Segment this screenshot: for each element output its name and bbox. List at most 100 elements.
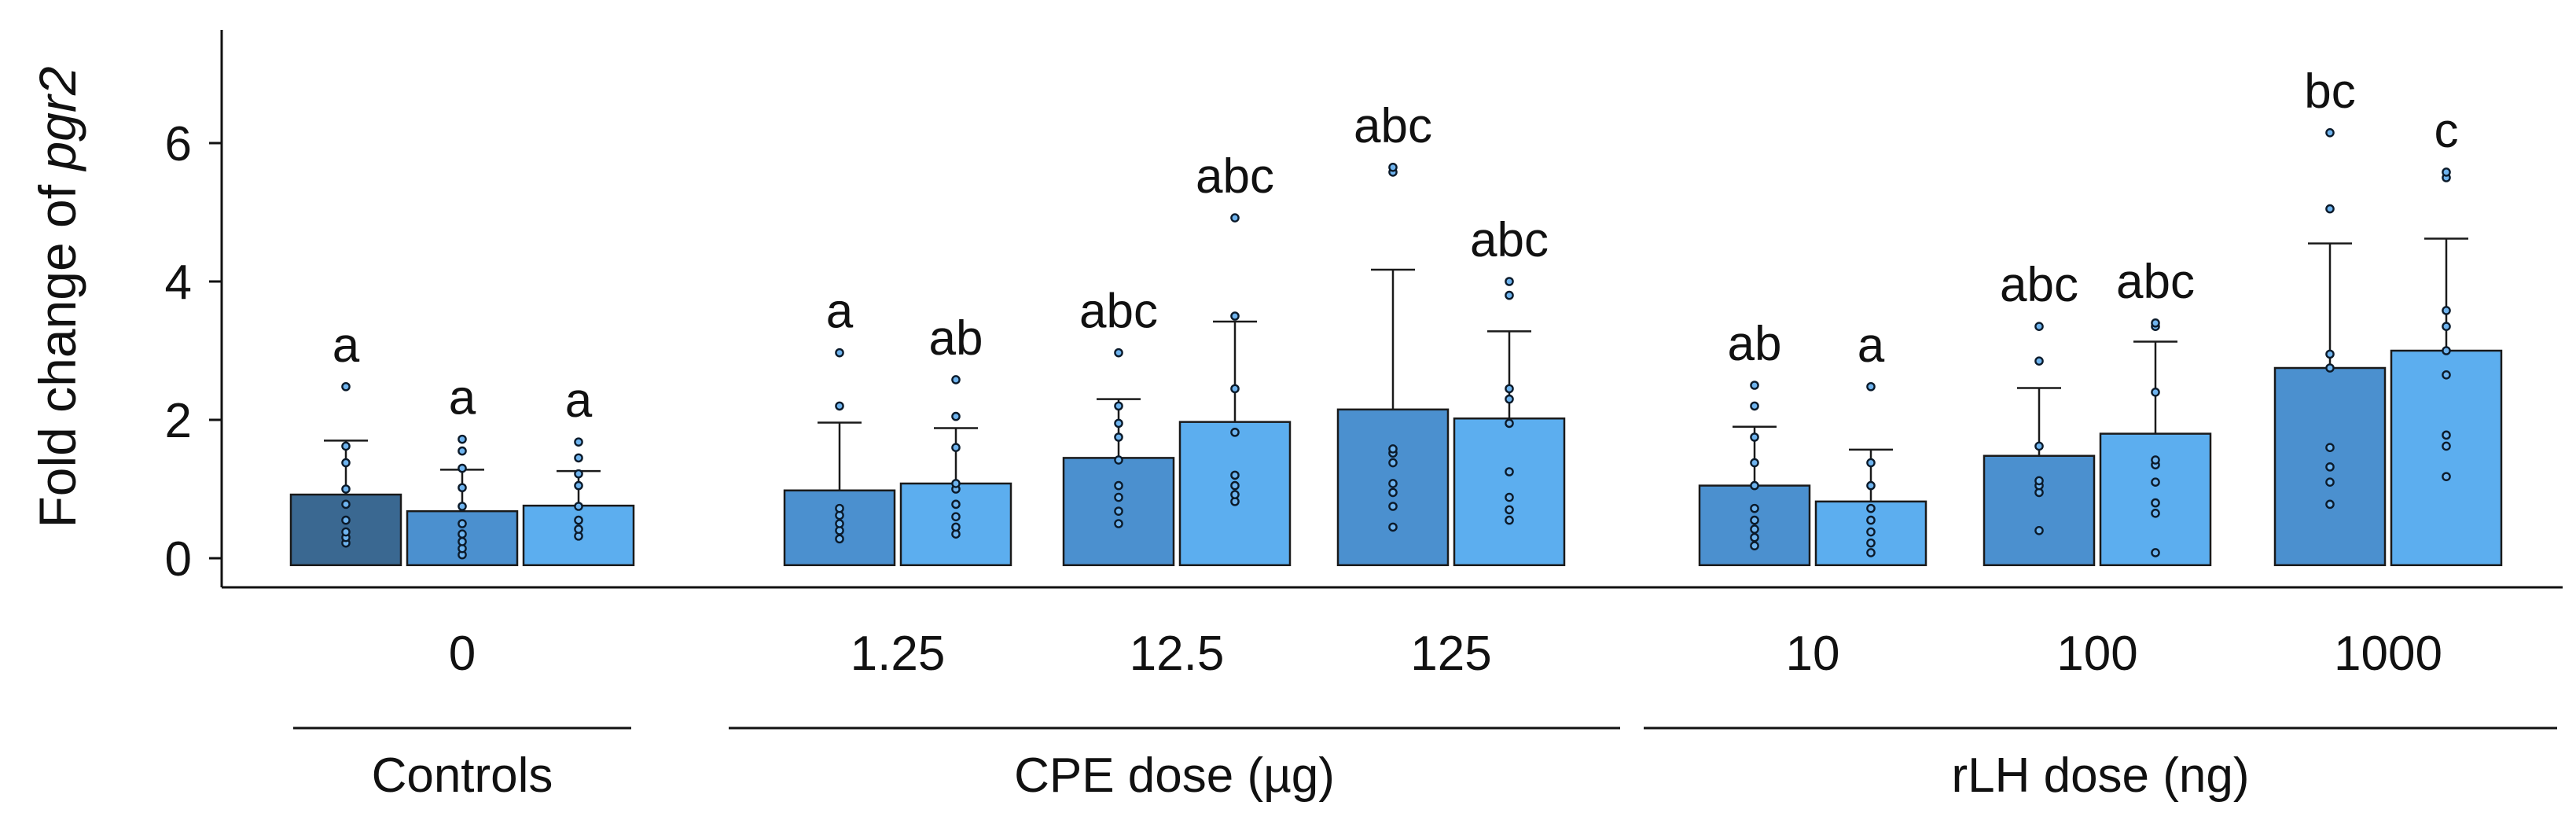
- data-point: [458, 519, 467, 528]
- data-point: [1230, 213, 1240, 223]
- data-point: [2325, 462, 2335, 472]
- significance-label: a: [565, 373, 593, 428]
- data-point: [951, 443, 961, 453]
- significance-label: abc: [1470, 213, 1549, 267]
- data-point: [1866, 458, 1876, 468]
- data-point: [2325, 204, 2335, 214]
- data-point: [574, 480, 583, 491]
- group-label: rLH dose (ng): [1951, 749, 2249, 803]
- data-point: [458, 529, 467, 539]
- group-label: CPE dose (µg): [1014, 749, 1335, 803]
- data-point: [835, 534, 844, 544]
- data-point: [1866, 527, 1876, 537]
- bars-layer: [289, 349, 2503, 567]
- data-point: [2442, 430, 2451, 440]
- data-point: [1114, 455, 1123, 465]
- data-point: [1505, 418, 1514, 429]
- x-tick-label: 125: [1410, 627, 1491, 681]
- data-point: [574, 515, 583, 525]
- data-point: [2151, 477, 2160, 487]
- data-point: [458, 483, 467, 493]
- data-point: [835, 401, 844, 411]
- data-point: [1750, 480, 1759, 491]
- data-point: [951, 522, 961, 532]
- data-point: [2442, 441, 2451, 451]
- data-point: [2151, 318, 2160, 328]
- x-tick-label: 1.25: [851, 627, 946, 681]
- data-point: [1114, 506, 1123, 516]
- data-point: [2034, 526, 2044, 535]
- data-point: [1114, 480, 1123, 491]
- data-point: [1505, 505, 1514, 515]
- data-point: [458, 463, 467, 473]
- data-point: [1230, 490, 1240, 499]
- y-axis-ticks: 0 2 4 6: [165, 117, 222, 587]
- data-point: [1505, 394, 1514, 404]
- data-point: [2151, 455, 2160, 465]
- data-point: [574, 502, 583, 511]
- data-point: [1866, 538, 1876, 548]
- data-point: [1750, 524, 1759, 534]
- x-tick-label: 0: [449, 627, 476, 681]
- data-point: [1230, 384, 1240, 394]
- data-point: [1388, 162, 1398, 172]
- data-point: [1114, 401, 1123, 411]
- group-label: Controls: [372, 749, 553, 803]
- data-point: [458, 446, 467, 456]
- data-point: [1866, 480, 1876, 491]
- data-point: [2442, 306, 2451, 315]
- x-tick-label: 10: [1786, 627, 1840, 681]
- data-point: [1505, 290, 1514, 300]
- x-tick-label: 100: [2056, 627, 2137, 681]
- significance-label: ab: [1728, 317, 1782, 371]
- data-point: [2325, 127, 2335, 138]
- data-point: [574, 453, 583, 463]
- data-point: [574, 469, 583, 479]
- data-point: [341, 441, 351, 451]
- significance-label: c: [2435, 104, 2459, 158]
- group-labels-layer: Controls CPE dose (µg) rLH dose (ng): [293, 726, 2557, 803]
- data-point: [1388, 458, 1398, 468]
- data-point: [1388, 502, 1398, 511]
- data-point: [835, 503, 844, 513]
- data-point: [1750, 381, 1759, 390]
- data-point: [2325, 477, 2335, 487]
- data-point: [2442, 322, 2451, 332]
- data-point: [1750, 401, 1759, 411]
- data-point: [1114, 492, 1123, 502]
- data-point: [1505, 492, 1514, 502]
- data-point: [1114, 348, 1123, 358]
- data-point: [1230, 311, 1240, 321]
- data-point: [1114, 519, 1123, 528]
- data-point: [1866, 548, 1876, 557]
- data-point: [1230, 470, 1240, 480]
- data-point: [458, 502, 467, 511]
- significance-label: ab: [929, 311, 983, 366]
- data-point: [458, 434, 467, 444]
- data-point: [2034, 356, 2044, 366]
- data-point: [1750, 532, 1759, 543]
- data-point: [2325, 349, 2335, 359]
- data-point: [2151, 387, 2160, 397]
- bar: [1983, 454, 2096, 567]
- data-point: [1114, 432, 1123, 442]
- data-point: [1388, 522, 1398, 532]
- data-point: [835, 348, 844, 358]
- x-tick-labels-layer: 0 1.25 12.5 125 10 100 1000: [449, 627, 2442, 681]
- data-point: [1750, 515, 1759, 525]
- y-tick-label: 4: [165, 256, 192, 310]
- bar: [2390, 349, 2503, 567]
- data-point: [2151, 509, 2160, 518]
- data-point: [1114, 418, 1123, 429]
- data-point: [835, 519, 844, 528]
- data-point: [1866, 381, 1876, 392]
- data-point: [1505, 467, 1514, 476]
- y-tick-label: 6: [165, 117, 192, 171]
- data-point: [341, 458, 351, 468]
- data-point: [951, 512, 961, 522]
- data-point: [1750, 458, 1759, 468]
- data-point: [951, 375, 961, 384]
- data-point: [2034, 441, 2044, 451]
